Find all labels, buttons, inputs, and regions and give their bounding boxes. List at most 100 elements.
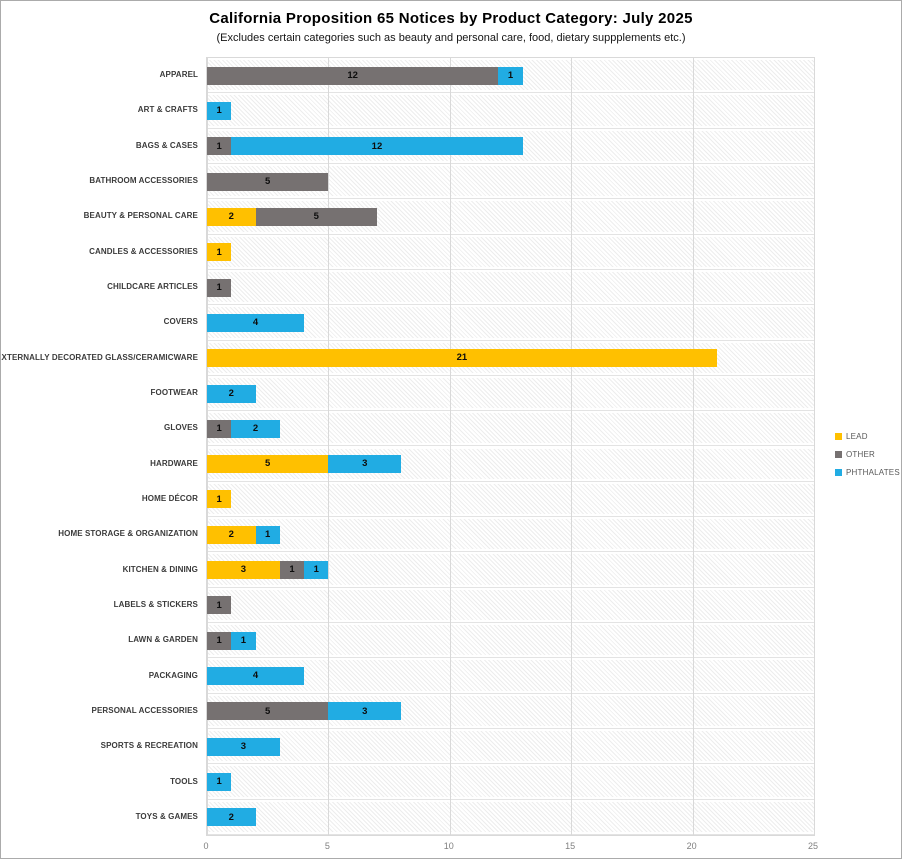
x-tick-label: 15 <box>565 841 576 851</box>
bar-row: 1 <box>207 101 232 120</box>
bar-segment-value: 1 <box>216 140 222 152</box>
bar-segment-value: 1 <box>216 281 222 293</box>
row-band <box>207 588 814 624</box>
row-band <box>207 552 814 588</box>
bar-segment-other: 5 <box>207 172 329 191</box>
bar-row: 1 <box>207 243 232 262</box>
category-label: TOYS & GAMES <box>135 811 198 821</box>
bar-row: 1 <box>207 278 232 297</box>
row-band <box>207 235 814 270</box>
legend-item-phthalates: PHTHALATES <box>835 466 900 478</box>
legend: LEAD OTHER PHTHALATES <box>835 430 900 484</box>
bar-segment-phthalates: 4 <box>207 667 305 686</box>
bar-segment-phthalates: 1 <box>207 773 232 792</box>
bar-segment-lead: 1 <box>207 243 232 262</box>
category-label: ART & CRAFTS <box>137 105 198 115</box>
bar-segment-value: 5 <box>265 458 271 470</box>
category-label: EXTERNALLY DECORATED GLASS/CERAMICWARE <box>0 352 198 362</box>
bar-segment-lead: 1 <box>207 490 232 509</box>
bar-segment-value: 1 <box>265 529 271 541</box>
category-label: PERSONAL ACCESSORIES <box>91 705 198 715</box>
category-label: APPAREL <box>159 70 198 80</box>
x-tick-label: 10 <box>443 841 454 851</box>
row-band <box>207 482 814 518</box>
bar-row: 3 <box>207 737 280 756</box>
bar-segment-value: 1 <box>507 69 514 81</box>
bar-segment-value: 4 <box>252 317 259 329</box>
row-band <box>207 623 814 659</box>
category-label: COVERS <box>163 317 198 327</box>
legend-swatch-other <box>835 450 842 458</box>
x-tick-label: 5 <box>324 841 330 851</box>
category-label: BAGS & CASES <box>135 140 198 150</box>
category-label: TOOLS <box>170 776 198 786</box>
row-band <box>207 411 814 447</box>
row-band <box>207 376 814 412</box>
category-label: LAWN & GARDEN <box>128 635 198 645</box>
bar-segment-phthalates: 12 <box>231 137 523 156</box>
bar-segment-other: 1 <box>207 137 232 156</box>
bar-segment-value: 3 <box>240 564 247 576</box>
bar-segment-other: 1 <box>207 419 232 438</box>
bar-segment-value: 5 <box>265 175 271 187</box>
bar-segment-value: 1 <box>313 564 319 576</box>
legend-item-other: OTHER <box>835 448 900 460</box>
row-band <box>207 800 814 835</box>
row-band <box>207 270 814 306</box>
bar-row: 5 <box>207 172 329 191</box>
row-band <box>207 517 814 553</box>
bar-segment-phthalates: 2 <box>207 808 256 827</box>
bar-row: 12 1 <box>207 66 523 85</box>
bar-segment-phthalates: 1 <box>231 631 256 650</box>
category-label: CANDLES & ACCESSORIES <box>89 246 198 256</box>
bar-row: 1 <box>207 490 232 509</box>
bar-segment-phthalates: 1 <box>304 561 329 580</box>
bar-segment-value: 3 <box>240 740 247 752</box>
x-tick-label: 25 <box>807 841 819 851</box>
bar-segment-value: 5 <box>265 705 271 717</box>
bar-segment-other: 1 <box>279 561 305 580</box>
bar-segment-other: 1 <box>207 278 232 297</box>
gridline-vertical <box>207 58 208 835</box>
bar-segment-value: 1 <box>216 635 222 646</box>
category-label: HARDWARE <box>150 458 198 468</box>
bar-segment-value: 2 <box>228 211 234 223</box>
bar-row: 3 1 1 <box>207 561 329 580</box>
bar-segment-phthalates: 1 <box>255 525 280 544</box>
x-tick-label: 0 <box>203 841 209 851</box>
category-label: HOME STORAGE & ORGANIZATION <box>58 529 198 539</box>
gridline-vertical <box>571 58 573 835</box>
bar-segment-value: 1 <box>216 423 222 435</box>
bar-row: 4 <box>207 667 305 686</box>
bar-segment-value: 3 <box>362 458 368 470</box>
bar-segment-phthalates: 3 <box>207 737 280 756</box>
gridline-vertical <box>692 58 694 835</box>
bar-segment-value: 5 <box>313 211 319 223</box>
bar-segment-phthalates: 1 <box>498 66 523 85</box>
bar-segment-value: 21 <box>456 352 468 364</box>
category-label: PACKAGING <box>148 670 198 680</box>
bar-segment-value: 1 <box>216 599 222 611</box>
bar-row: 4 <box>207 313 305 332</box>
row-band <box>207 729 814 765</box>
bar-segment-value: 1 <box>216 776 222 788</box>
bar-segment-value: 2 <box>228 529 234 541</box>
chart-title: California Proposition 65 Notices by Pro… <box>209 10 693 27</box>
row-band <box>207 658 814 694</box>
bar-segment-value: 1 <box>240 635 247 646</box>
bar-row: 1 12 <box>207 137 523 156</box>
category-label: GLOVES <box>164 423 198 433</box>
bar-row: 1 <box>207 773 232 792</box>
bar-segment-other: 5 <box>255 207 377 226</box>
bar-segment-value: 12 <box>371 140 383 152</box>
bar-segment-other: 12 <box>207 66 499 85</box>
bar-segment-lead: 3 <box>207 561 280 580</box>
bar-segment-lead: 21 <box>207 349 717 368</box>
